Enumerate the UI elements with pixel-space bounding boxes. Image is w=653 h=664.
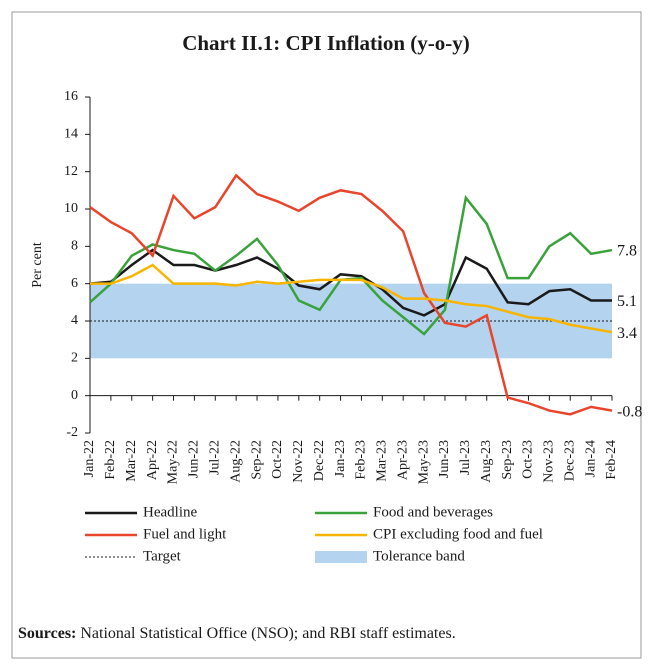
series-line (89, 173, 613, 416)
x-tick-label: Jul-23 (458, 440, 473, 475)
x-tick-label: Aug-22 (228, 440, 243, 483)
sources: Sources: National Statistical Office (NS… (18, 625, 456, 642)
legend-label: Headline (143, 504, 197, 520)
x-tick-label: Mar-22 (124, 440, 139, 482)
y-tick-label: -2 (66, 425, 78, 440)
end-label: -0.8 (617, 403, 642, 420)
x-tick-label: Jun-23 (437, 440, 452, 478)
y-axis-label: Per cent (30, 242, 45, 288)
x-tick-label: Jan-24 (583, 440, 598, 477)
y-tick-label: 2 (71, 351, 78, 366)
x-tick-label: Dec-23 (562, 440, 577, 481)
frame (11, 11, 642, 659)
end-label: 3.4 (617, 325, 637, 342)
x-tick-label: Oct-23 (521, 440, 536, 479)
x-tick-label: May-23 (416, 440, 431, 484)
y-tick-label: 10 (64, 201, 78, 216)
series-line (90, 263, 613, 334)
x-tick-label: Apr-23 (395, 440, 410, 480)
x-tick-label: Feb-23 (354, 440, 369, 480)
x-tick-label: Oct-22 (270, 440, 285, 479)
legend-label: CPI excluding food and fuel (373, 526, 543, 542)
x-tick-label: Jan-22 (82, 440, 97, 477)
x-tick-label: Jan-23 (333, 440, 348, 477)
x-tick-label: Feb-24 (604, 440, 619, 480)
end-label: 5.1 (617, 293, 637, 310)
x-tick-label: Jun-22 (187, 440, 202, 478)
x-tick-label: Nov-22 (291, 440, 306, 483)
chart-title: Chart II.1: CPI Inflation (y-o-y) (182, 31, 470, 55)
y-tick-label: 8 (71, 239, 78, 254)
x-tick-label: Mar-23 (375, 440, 390, 482)
y-tick-label: 12 (64, 164, 78, 179)
x-tick-label: Feb-22 (103, 440, 118, 480)
x-tick-label: Jul-22 (207, 440, 222, 475)
sources-label: Sources: (18, 625, 76, 642)
x-tick-label: Aug-23 (479, 440, 494, 483)
legend-label: Target (143, 548, 182, 564)
y-tick-label: 6 (71, 276, 78, 291)
end-label: 7.8 (617, 243, 637, 260)
legend-label: Tolerance band (373, 548, 465, 564)
x-tick-label: Nov-23 (542, 440, 557, 483)
y-tick-label: 16 (64, 89, 78, 104)
x-tick-label: Apr-22 (145, 440, 160, 480)
legend-label: Fuel and light (143, 526, 227, 542)
legend-swatch (315, 551, 367, 563)
legend-label: Food and beverages (373, 504, 493, 520)
y-tick-label: 4 (71, 313, 78, 328)
x-tick-label: Dec-22 (312, 440, 327, 481)
x-tick-label: Sep-22 (249, 440, 264, 480)
x-tick-label: May-22 (166, 440, 181, 484)
series-line (89, 248, 612, 317)
sources-text: National Statistical Office (NSO); and R… (80, 625, 455, 642)
x-tick-label: Sep-23 (500, 440, 515, 480)
y-tick-label: 0 (71, 388, 78, 403)
y-tick-label: 14 (64, 127, 78, 142)
